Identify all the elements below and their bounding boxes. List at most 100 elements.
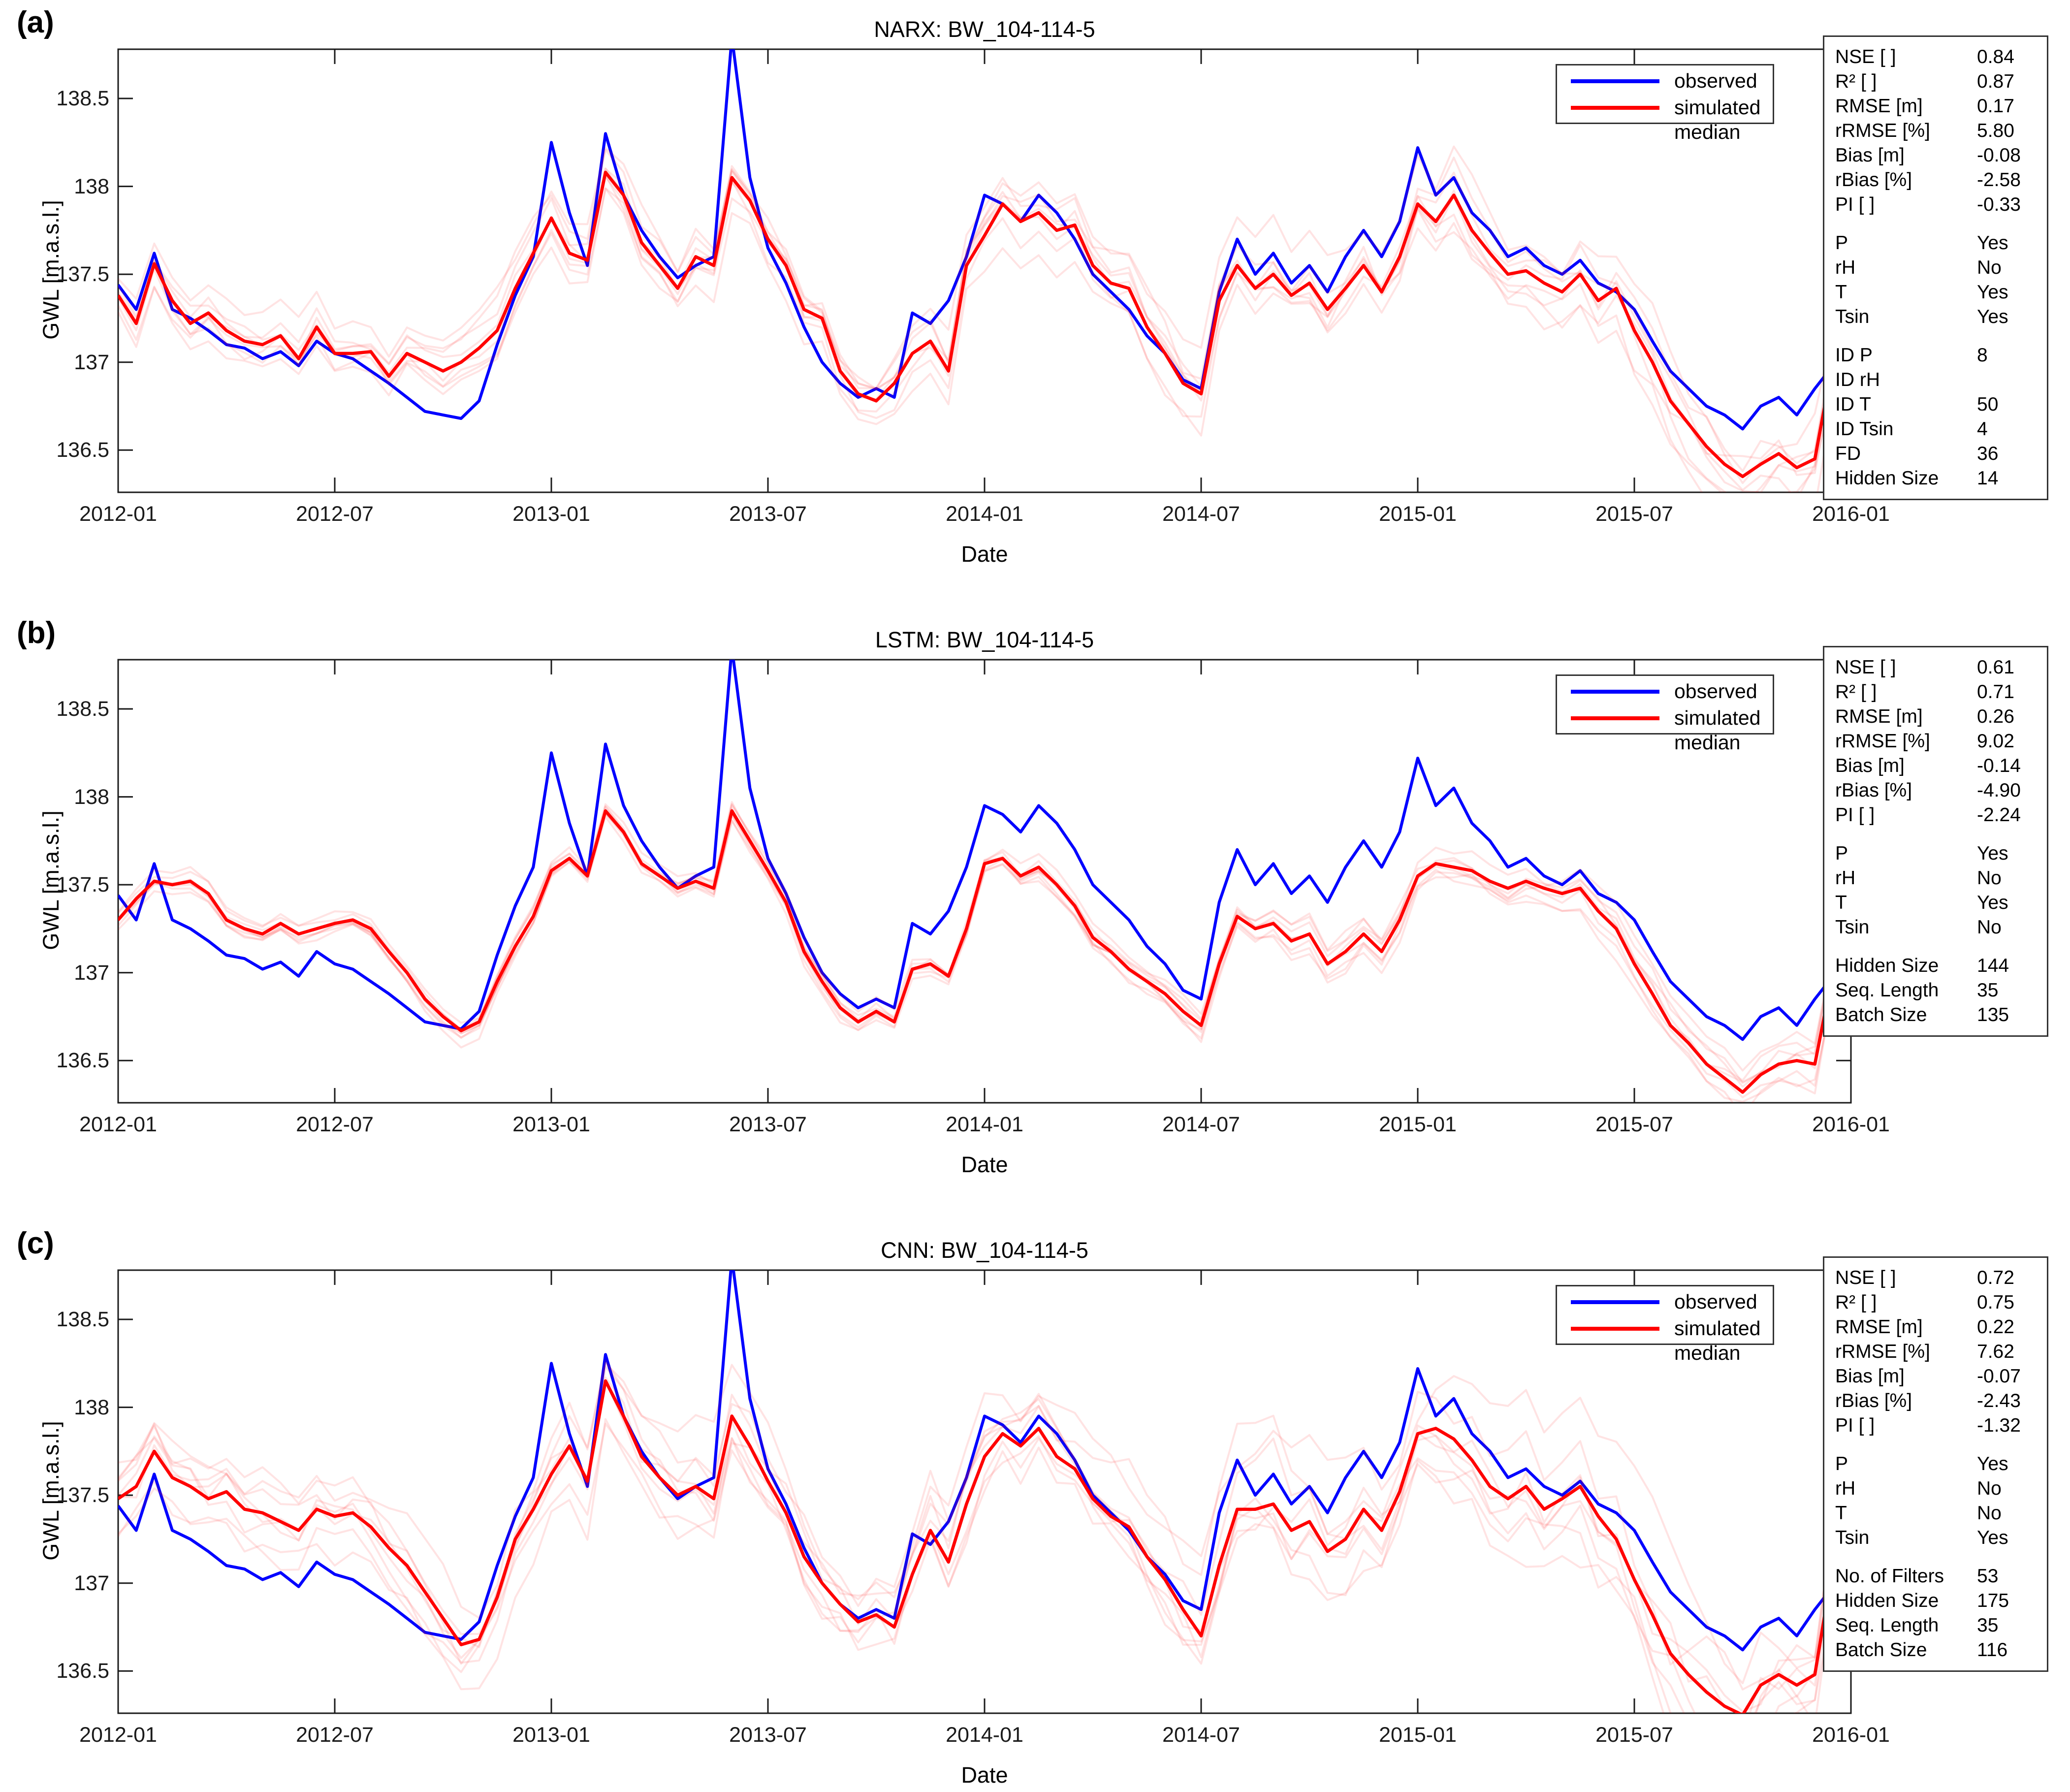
legend-item-simulated: simulated median: [1557, 95, 1773, 143]
ensemble-line: [118, 165, 1851, 492]
stat-label: rBias [%]: [1835, 1390, 1912, 1411]
stat-row: Bias [m] -0.07: [1824, 1364, 2047, 1389]
stat-label: rBias [%]: [1835, 169, 1912, 191]
stat-row: rBias [%] -4.90: [1824, 778, 2047, 803]
stat-value: 8: [1977, 345, 1988, 366]
stat-label: T: [1835, 1503, 1847, 1524]
stat-value: 135: [1977, 1004, 2009, 1025]
ensemble-line: [118, 1421, 1851, 1713]
stat-value: No: [1977, 917, 2002, 938]
stat-row: PI [ ] -0.33: [1824, 192, 2047, 217]
stat-label: Tsin: [1835, 1527, 1870, 1548]
stat-value: -2.24: [1977, 804, 2021, 826]
stats-box-narx: NSE [ ] 0.84 R² [ ] 0.87 RMSE [m] 0.17 rRMSE […: [1823, 35, 2048, 500]
stat-row: rRMSE [%] 9.02: [1824, 729, 2047, 754]
stat-row: P Yes: [1824, 1452, 2047, 1476]
ensemble-line: [118, 1418, 1851, 1713]
y-tick-label: 138.5: [56, 1308, 109, 1331]
stat-label: ID rH: [1835, 369, 1880, 390]
stat-label: rBias [%]: [1835, 780, 1912, 801]
ensemble-line: [118, 167, 1851, 492]
legend-line-observed: [1571, 690, 1659, 694]
stat-value: -0.07: [1977, 1366, 2021, 1387]
ensemble-line: [118, 1366, 1851, 1713]
panel-letter-c: (c): [17, 1226, 54, 1260]
x-tick-label: 2014-01: [946, 1113, 1023, 1136]
ensemble-line: [118, 813, 1851, 1103]
stat-value: 35: [1977, 1615, 1999, 1636]
ensemble-line: [118, 179, 1851, 492]
stat-label: R² [ ]: [1835, 681, 1877, 703]
stat-value: -2.43: [1977, 1390, 2021, 1411]
x-tick-label: 2013-01: [512, 1723, 590, 1747]
x-tick-label: 2012-07: [296, 502, 374, 526]
stat-row: Batch Size 116: [1824, 1638, 2047, 1663]
legend-line-observed: [1571, 1300, 1659, 1304]
stat-row: PI [ ] -1.32: [1824, 1413, 2047, 1438]
stat-row: rRMSE [%] 5.80: [1824, 119, 2047, 143]
stat-row: PI [ ] -2.24: [1824, 803, 2047, 828]
stat-label: PI [ ]: [1835, 1415, 1875, 1436]
stat-value: 0.17: [1977, 96, 2014, 117]
stat-label: rH: [1835, 257, 1856, 278]
stat-label: RMSE [m]: [1835, 706, 1923, 727]
stats-box-cnn: NSE [ ] 0.72 R² [ ] 0.75 RMSE [m] 0.22 rRMSE […: [1823, 1256, 2048, 1672]
x-tick-label: 2015-07: [1595, 1113, 1673, 1136]
panel-letter-b: (b): [17, 616, 56, 650]
x-tick-label: 2015-01: [1379, 1113, 1457, 1136]
stat-value: 144: [1977, 955, 2009, 976]
stat-value: -2.58: [1977, 169, 2021, 191]
x-tick-label: 2013-01: [512, 1113, 590, 1136]
stat-row: R² [ ] 0.75: [1824, 1290, 2047, 1315]
stat-row: Tsin No: [1824, 915, 2047, 940]
plot-area-cnn: [117, 1269, 1852, 1714]
stat-label: Bias [m]: [1835, 1366, 1905, 1387]
stat-label: rRMSE [%]: [1835, 1341, 1930, 1362]
stat-label: Hidden Size: [1835, 468, 1939, 489]
ensemble-line: [118, 147, 1851, 484]
y-tick-label: 137.5: [56, 262, 109, 287]
stat-spacer: [1824, 940, 2047, 954]
stat-label: rH: [1835, 867, 1856, 889]
y-tick-label: 136.5: [56, 438, 109, 462]
stat-value: No: [1977, 1503, 2002, 1524]
stat-row: Tsin Yes: [1824, 305, 2047, 329]
simulated-median-line: [118, 1379, 1851, 1713]
legend-item-observed: observed: [1557, 68, 1773, 93]
y-tick-label: 138: [74, 785, 109, 809]
stat-label: Batch Size: [1835, 1639, 1927, 1661]
panel-cnn: (c) CNN: BW_104-114-5 GWL [m.a.s.l.] Dat…: [0, 1221, 2070, 1792]
stat-label: rRMSE [%]: [1835, 120, 1930, 141]
y-tick-label: 138: [74, 1395, 109, 1419]
ensemble-line: [118, 1362, 1851, 1691]
x-tick-label: 2012-01: [79, 1723, 157, 1747]
legend-label-observed: observed: [1674, 680, 1757, 703]
stat-value: 53: [1977, 1566, 1999, 1587]
stat-row: RMSE [m] 0.17: [1824, 94, 2047, 119]
y-tick-label: 136.5: [56, 1049, 109, 1073]
stat-value: 0.72: [1977, 1267, 2014, 1288]
legend-label-simulated-median: simulated median: [1674, 96, 1761, 143]
x-tick-label: 2016-01: [1812, 1113, 1890, 1136]
x-tick-label: 2013-07: [729, 502, 807, 526]
stat-value: Yes: [1977, 1453, 2008, 1474]
panel-letter-a: (a): [17, 5, 54, 39]
stat-row: rH No: [1824, 866, 2047, 891]
stat-label: PI [ ]: [1835, 194, 1875, 215]
stat-row: Bias [m] -0.14: [1824, 754, 2047, 778]
stat-row: T No: [1824, 1501, 2047, 1526]
stat-label: Batch Size: [1835, 1004, 1927, 1025]
y-tick-label: 137.5: [56, 873, 109, 897]
stat-row: P Yes: [1824, 231, 2047, 256]
stat-value: 35: [1977, 980, 1999, 1001]
stat-row: R² [ ] 0.87: [1824, 69, 2047, 94]
y-tick-label: 137.5: [56, 1483, 109, 1507]
x-tick-label: 2014-01: [946, 502, 1023, 526]
stat-label: NSE [ ]: [1835, 1267, 1896, 1288]
stat-label: Seq. Length: [1835, 980, 1939, 1001]
stat-row: Bias [m] -0.08: [1824, 143, 2047, 168]
observed-line: [118, 660, 1851, 1041]
x-axis-label: Date: [961, 542, 1008, 567]
stat-value: 9.02: [1977, 731, 2014, 752]
stat-spacer: [1824, 828, 2047, 841]
